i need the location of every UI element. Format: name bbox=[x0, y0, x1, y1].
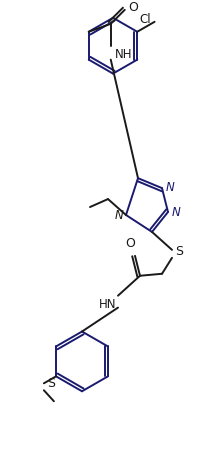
Text: NH: NH bbox=[115, 48, 132, 61]
Text: S: S bbox=[175, 246, 183, 258]
Text: N: N bbox=[166, 181, 175, 194]
Text: N: N bbox=[114, 208, 123, 222]
Text: O: O bbox=[128, 1, 138, 14]
Text: S: S bbox=[47, 377, 55, 390]
Text: O: O bbox=[125, 237, 135, 250]
Text: Cl: Cl bbox=[139, 13, 151, 26]
Text: N: N bbox=[172, 206, 181, 218]
Text: HN: HN bbox=[99, 298, 116, 311]
